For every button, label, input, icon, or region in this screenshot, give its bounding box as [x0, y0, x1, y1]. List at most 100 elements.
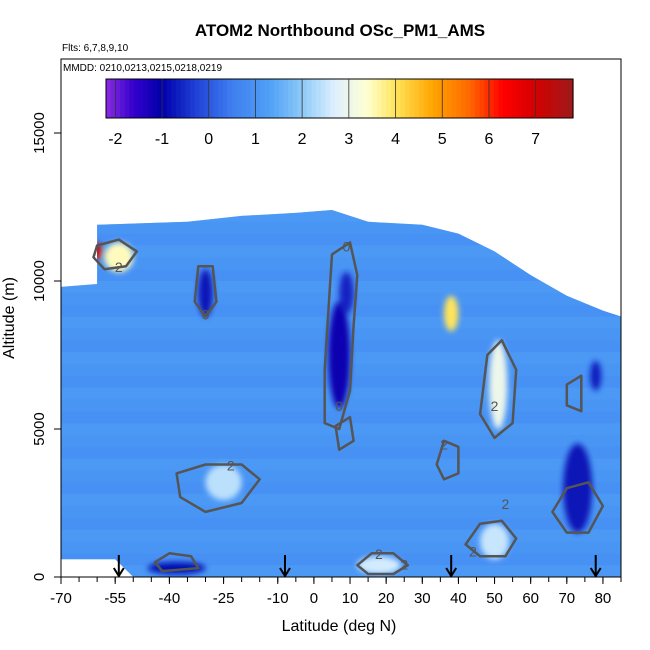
colorbar-cell — [176, 79, 182, 118]
colorbar-cell — [134, 79, 140, 118]
contour-lines — [92, 238, 605, 576]
colorbar-cell — [269, 79, 275, 118]
colorbar-cell — [544, 79, 551, 118]
colorbar-cell — [180, 79, 186, 118]
colorbar-cell — [456, 79, 462, 118]
x-tick-label: 50 — [486, 590, 503, 607]
colorbar-cell — [512, 79, 518, 118]
chart-title: ATOM2 Northbound OSc_PM1_AMS — [195, 21, 485, 40]
altitude-stripe — [61, 553, 621, 566]
colorbar-cell — [250, 79, 257, 118]
altitude-stripe — [61, 494, 621, 506]
colorbar-tick-label: 7 — [531, 131, 540, 148]
colorbar-cell — [120, 79, 126, 118]
colorbar-cell — [488, 79, 495, 118]
altitude-stripe — [61, 198, 621, 210]
altitude-stripe — [61, 565, 621, 577]
colorbar-cell — [432, 79, 439, 118]
dates-label: MMDD: 0210,0213,0215,0218,0219 — [63, 63, 222, 74]
value-patch — [443, 295, 459, 332]
plot-frame — [60, 58, 622, 578]
contour-line — [565, 374, 583, 413]
altitude-stripe — [61, 257, 621, 270]
colorbar-cell — [460, 79, 467, 118]
altitude-stripe — [61, 210, 621, 222]
colorbar-cell — [232, 79, 238, 118]
colorbar-cell — [311, 79, 317, 118]
colorbar-cell — [208, 79, 215, 118]
colorbar-tick-label: 2 — [298, 131, 307, 148]
x-tick-label: 30 — [414, 590, 431, 607]
flight-arrow-head — [279, 567, 291, 577]
altitude-stripe — [61, 411, 621, 424]
colorbar-cell — [138, 79, 144, 118]
value-patch — [563, 443, 593, 533]
colorbar-cell — [465, 79, 471, 118]
colorbar-cell — [292, 79, 299, 118]
x-tick-label: -70 — [50, 590, 72, 607]
altitude-stripe — [61, 470, 621, 483]
x-tick-label: -10 — [267, 590, 289, 607]
colorbar-tick-label: -1 — [155, 131, 169, 148]
x-tick-label: -55 — [104, 590, 126, 607]
altitude-stripe — [61, 458, 621, 471]
colorbar-cell — [414, 79, 420, 118]
colorbar-tick-label: 0 — [204, 131, 213, 148]
x-tick-label: 70 — [558, 590, 575, 607]
colorbar-tick-label: 5 — [438, 131, 447, 148]
colorbar-cell — [274, 79, 280, 118]
contour-line — [193, 264, 218, 318]
colorbar-cell — [316, 79, 322, 118]
colorbar-cell — [558, 79, 565, 118]
colorbar-cell — [530, 79, 537, 118]
x-tick-label: 10 — [342, 590, 359, 607]
value-patch — [590, 360, 602, 391]
colorbar-cell — [334, 79, 341, 118]
colorbar-cell — [409, 79, 415, 118]
colorbar-cell — [166, 79, 172, 118]
altitude-stripe — [61, 541, 621, 554]
contour-label: 0 — [343, 238, 351, 254]
colorbar-cell — [344, 79, 350, 118]
value-patch — [339, 272, 354, 314]
colorbar-cell — [330, 79, 336, 118]
contour-label: 2 — [440, 437, 448, 453]
value-patch — [328, 301, 351, 409]
colorbar-cell — [227, 79, 233, 118]
colorbar-cell — [222, 79, 229, 118]
colorbar-tick-label: 6 — [484, 131, 493, 148]
colorbar-cell — [507, 79, 513, 118]
x-axis: -70 -55 -40 -25 -10 0 10 20 30 40 50 60 70 80 — [50, 577, 622, 607]
colorbar-cell — [255, 79, 261, 118]
colorbar-cell — [288, 79, 294, 118]
colorbar-cell — [106, 79, 112, 118]
colorbar-cells — [106, 79, 574, 118]
x-tick-label: 80 — [595, 590, 612, 607]
value-patch — [489, 340, 508, 429]
colorbar-cell — [390, 79, 397, 118]
colorbar-cell — [386, 79, 392, 118]
colorbar-tick-label: 4 — [391, 131, 400, 148]
colorbar-cell — [428, 79, 434, 118]
colorbar-cell — [498, 79, 504, 118]
altitude-stripe — [61, 482, 621, 495]
y-tick-label: 0 — [31, 573, 48, 581]
contour-line — [356, 552, 410, 576]
colorbar-cell — [264, 79, 271, 118]
x-tick-label: -25 — [213, 590, 235, 607]
altitude-stripe — [61, 221, 621, 234]
colorbar-cell — [470, 79, 476, 118]
colorbar-cell — [540, 79, 546, 118]
contour-label: 2 — [227, 457, 235, 473]
colorbar-cell — [129, 79, 135, 118]
value-patch — [357, 556, 401, 575]
x-tick-label: -40 — [159, 590, 181, 607]
altitude-stripe — [61, 233, 621, 246]
colorbar-cell — [526, 79, 532, 118]
colorbar-cell — [479, 79, 485, 118]
flight-arrow-head — [589, 567, 602, 577]
value-patch — [480, 523, 510, 560]
altitude-stripe — [61, 529, 621, 542]
contour-line — [175, 463, 261, 514]
colorbar-cell — [241, 79, 247, 118]
